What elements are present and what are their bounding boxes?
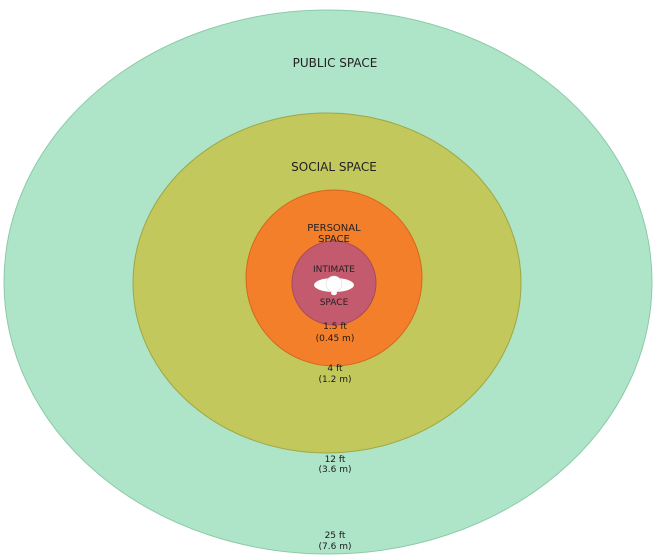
social-distance-ft: 12 ft xyxy=(325,455,346,465)
social-space-label: SOCIAL SPACE xyxy=(291,160,377,174)
public-space-label: PUBLIC SPACE xyxy=(293,56,378,70)
personal-distance-m: (1.2 m) xyxy=(319,375,352,385)
personal-space-label-line2: SPACE xyxy=(318,234,350,245)
public-distance-ft: 25 ft xyxy=(325,531,346,541)
person-top-view-icon xyxy=(314,275,354,296)
personal-space-label-line1: PERSONAL xyxy=(307,223,361,234)
intimate-distance-ft: 1.5 ft xyxy=(323,322,347,332)
public-distance-m: (7.6 m) xyxy=(319,542,352,552)
intimate-space-label-line1: INTIMATE xyxy=(313,265,355,275)
personal-distance-ft: 4 ft xyxy=(327,364,343,374)
social-distance-m: (3.6 m) xyxy=(319,465,352,475)
intimate-distance-m: (0.45 m) xyxy=(316,334,355,344)
intimate-space-label-line2: SPACE xyxy=(320,298,349,308)
